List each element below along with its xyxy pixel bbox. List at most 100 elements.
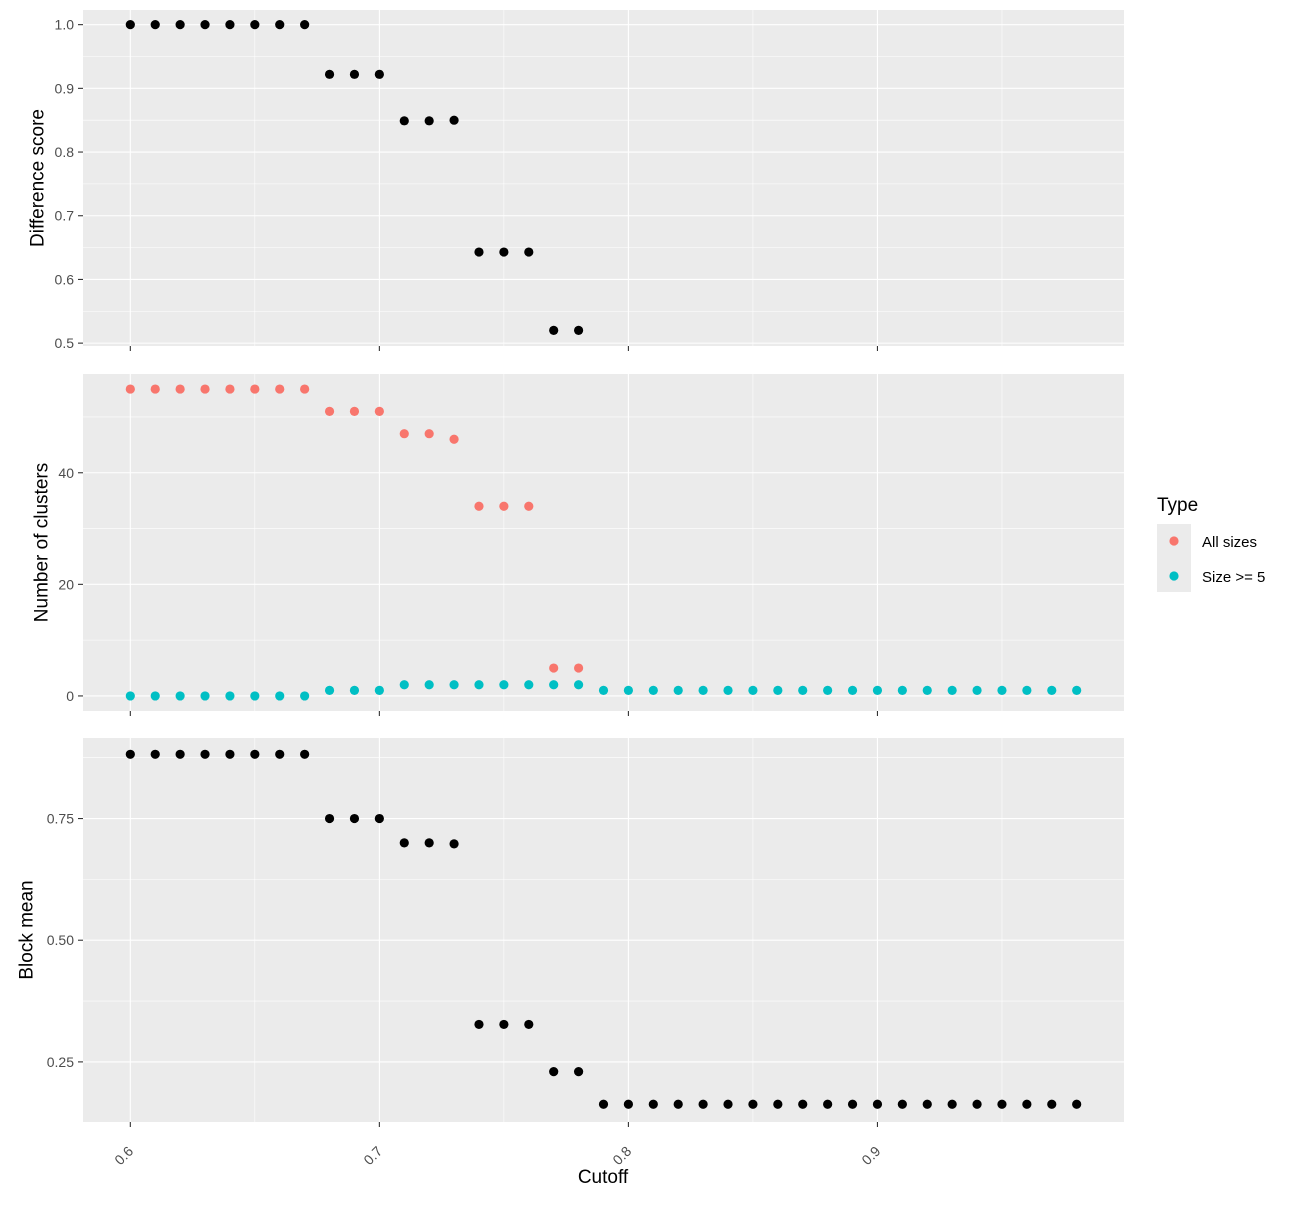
data-point — [947, 1099, 957, 1109]
data-point — [125, 384, 135, 394]
data-point — [225, 749, 235, 759]
data-point — [524, 680, 534, 690]
panel-block-mean: 0.25 0.50 0.75 0.6 0.7 0.8 0.9 Block mean — [17, 738, 1124, 1168]
data-point — [474, 247, 484, 257]
x-tick-label: 0.9 — [858, 1143, 883, 1168]
data-point — [449, 434, 459, 444]
data-points — [125, 20, 584, 335]
data-point — [225, 691, 235, 701]
data-point — [1047, 685, 1057, 695]
data-point — [150, 384, 160, 394]
data-point — [598, 685, 609, 695]
data-point — [374, 69, 384, 79]
data-point — [648, 1099, 658, 1109]
data-point — [424, 429, 434, 439]
data-point — [150, 749, 160, 759]
y-axis-title: Number of clusters — [32, 463, 53, 622]
data-point — [499, 247, 509, 257]
data-point — [474, 501, 484, 511]
data-point — [847, 1099, 858, 1109]
y-tick-label: 0.8 — [55, 144, 75, 160]
data-point — [549, 1067, 559, 1077]
y-axis-ticks: 0.5 0.6 0.7 0.8 0.9 1.0 — [55, 17, 83, 351]
data-point — [922, 685, 932, 695]
data-point — [150, 691, 160, 701]
data-point — [324, 406, 335, 416]
data-point — [349, 406, 360, 416]
data-points — [125, 749, 1082, 1109]
data-point — [524, 247, 534, 257]
data-point — [897, 685, 907, 695]
y-axis-title: Block mean — [17, 880, 38, 979]
data-point — [499, 680, 509, 690]
data-point — [200, 749, 210, 759]
y-axis-ticks: 0.25 0.50 0.75 — [47, 811, 83, 1070]
y-tick-label: 20 — [58, 576, 74, 592]
data-point — [922, 1099, 932, 1109]
data-point — [573, 325, 584, 335]
y-axis-title: Difference score — [28, 109, 49, 247]
data-point — [573, 680, 584, 690]
panel-background — [83, 374, 1124, 711]
data-point — [1022, 685, 1032, 695]
legend-key-all-sizes — [1169, 536, 1179, 546]
y-tick-label: 0.50 — [47, 932, 74, 948]
data-point — [250, 749, 260, 759]
data-point — [748, 685, 758, 695]
y-tick-label: 0 — [66, 688, 74, 704]
data-point — [798, 1099, 808, 1109]
data-point — [250, 20, 260, 30]
data-point — [798, 685, 808, 695]
legend-label-all-sizes: All sizes — [1202, 534, 1257, 551]
data-point — [424, 680, 434, 690]
data-point — [349, 69, 360, 79]
data-point — [300, 749, 310, 759]
data-point — [872, 685, 883, 695]
data-point — [972, 685, 982, 695]
data-point — [997, 1099, 1007, 1109]
data-point — [823, 685, 833, 695]
x-axis-ticks — [129, 346, 878, 351]
data-point — [399, 838, 409, 848]
data-point — [125, 20, 135, 30]
data-point — [549, 680, 559, 690]
data-point — [125, 691, 135, 701]
data-point — [897, 1099, 907, 1109]
data-point — [723, 1099, 733, 1109]
data-point — [250, 691, 260, 701]
data-point — [499, 1019, 509, 1030]
data-point — [399, 116, 409, 126]
data-point — [150, 20, 160, 30]
data-point — [399, 680, 409, 690]
y-tick-label: 0.5 — [55, 335, 75, 351]
data-point — [773, 685, 783, 695]
data-point — [374, 406, 384, 416]
data-point — [1047, 1099, 1057, 1109]
data-point — [449, 680, 459, 690]
y-tick-label: 0.7 — [55, 208, 75, 224]
data-point — [424, 838, 434, 848]
legend: Type All sizes Size >= 5 — [1157, 495, 1265, 592]
x-tick-label: 0.8 — [609, 1143, 634, 1168]
data-point — [947, 685, 957, 695]
data-point — [723, 685, 733, 695]
y-tick-label: 0.75 — [47, 811, 74, 827]
panel-background — [83, 738, 1124, 1122]
data-point — [997, 685, 1007, 695]
data-point — [847, 685, 858, 695]
data-point — [399, 429, 409, 439]
data-point — [499, 501, 509, 511]
data-point — [175, 691, 185, 701]
x-axis-ticks — [129, 711, 878, 716]
data-point — [972, 1099, 982, 1109]
data-point — [573, 1067, 584, 1077]
data-point — [1022, 1099, 1032, 1109]
data-point — [648, 685, 658, 695]
data-point — [300, 384, 310, 394]
legend-key-size-ge-5 — [1169, 571, 1179, 581]
data-point — [1072, 1099, 1082, 1109]
data-point — [324, 69, 335, 79]
panel-background — [83, 10, 1124, 346]
